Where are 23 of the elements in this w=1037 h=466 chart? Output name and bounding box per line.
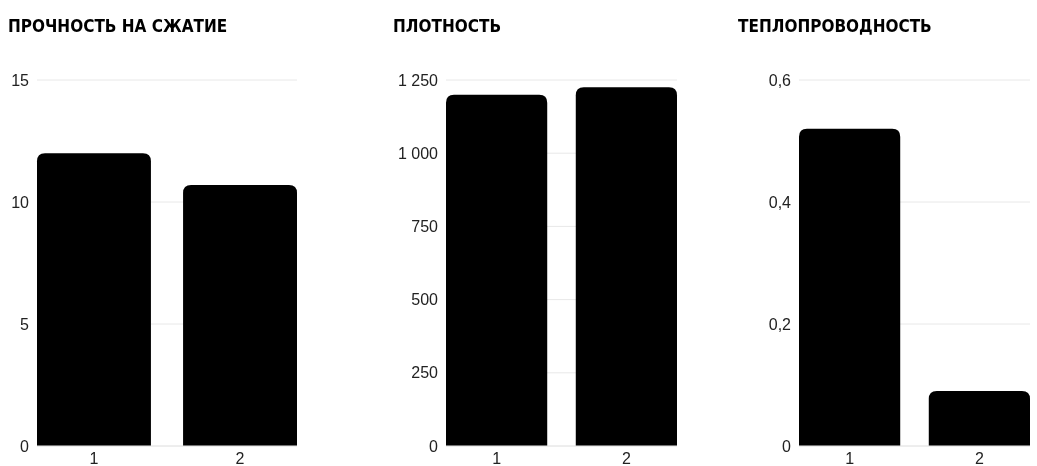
y-tick-label: 750 <box>411 218 439 235</box>
x-tick-label: 1 <box>89 450 99 466</box>
y-tick-label: 15 <box>11 71 30 89</box>
y-tick-label: 0 <box>429 437 439 455</box>
y-tick-label: 10 <box>11 193 30 211</box>
y-tick-label: 5 <box>20 315 30 333</box>
y-tick-label: 0,4 <box>768 193 792 211</box>
y-tick-label: 250 <box>411 364 439 382</box>
y-tick-label: 1 000 <box>397 144 439 162</box>
y-tick-label: 1 250 <box>397 71 439 89</box>
y-tick-label: 0 <box>20 437 30 455</box>
y-tick-label: 0 <box>782 437 792 455</box>
x-tick-label: 2 <box>621 450 631 466</box>
x-tick-label: 2 <box>235 450 245 466</box>
x-tick-label: 1 <box>845 450 855 466</box>
y-tick-label: 500 <box>411 291 439 309</box>
y-tick-label: 0,6 <box>768 71 792 89</box>
chart-title: ПРОЧНОСТЬ НА СЖАТИЕ <box>8 16 228 36</box>
x-tick-label: 2 <box>974 450 984 466</box>
chart-title: ПЛОТНОСТЬ <box>393 16 502 36</box>
y-tick-label: 0,2 <box>768 315 792 333</box>
x-tick-label: 1 <box>492 450 502 466</box>
chart-title: ТЕПЛОПРОВОДНОСТЬ <box>738 16 932 36</box>
